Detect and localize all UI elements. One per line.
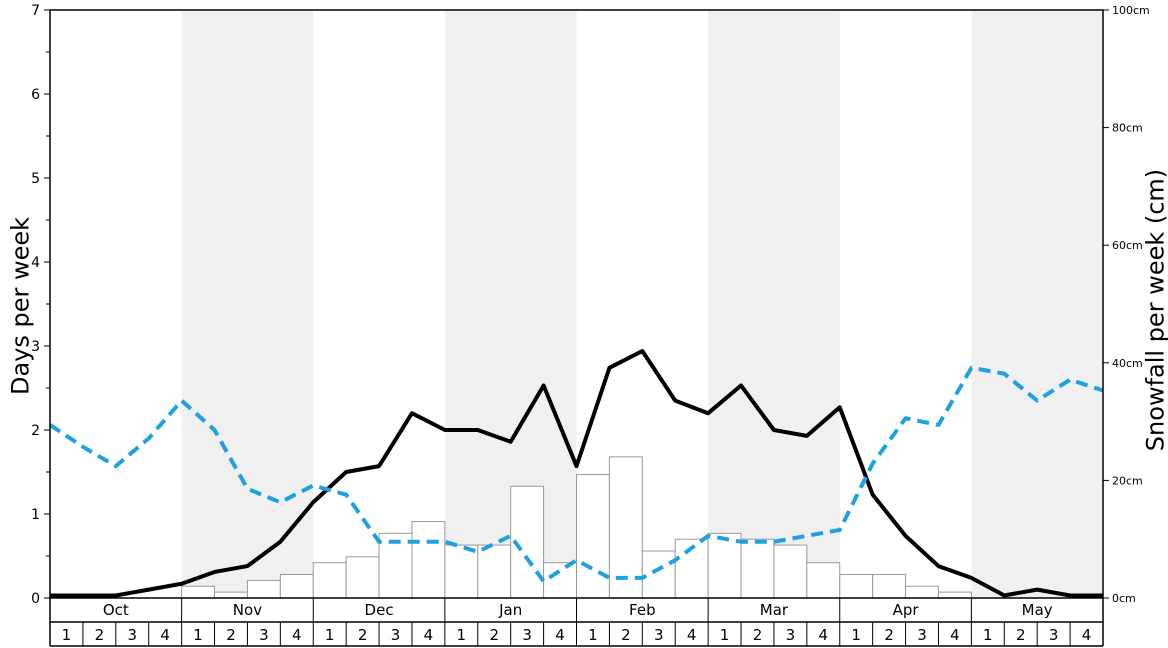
snowfall-bar	[740, 538, 775, 599]
week-label: 4	[950, 626, 960, 644]
week-label: 1	[588, 626, 598, 644]
week-label: 3	[917, 626, 927, 644]
snowfall-bar	[444, 544, 479, 599]
month-label: Oct	[103, 601, 129, 619]
month-label: Nov	[233, 601, 262, 619]
week-label: 1	[851, 626, 861, 644]
snowfall-bar	[279, 573, 314, 599]
week-label: 1	[193, 626, 203, 644]
snowfall-bar	[181, 585, 216, 599]
week-label: 1	[457, 626, 467, 644]
right-axis-title: Snowfall per week (cm)	[1141, 169, 1168, 451]
week-label: 2	[1016, 626, 1026, 644]
left-tick-label: 2	[31, 423, 40, 439]
snowfall-bar	[905, 585, 939, 599]
week-label: 4	[687, 626, 697, 644]
dashed-day-line	[48, 365, 1104, 584]
left-tick-label: 7	[31, 3, 40, 19]
week-label: 1	[325, 626, 335, 644]
snowfall-bar	[937, 591, 972, 599]
right-tick-label: 20cm	[1112, 474, 1143, 487]
day-lines	[48, 349, 1104, 598]
left-tick-label: 5	[31, 171, 40, 187]
left-tick-label: 4	[31, 255, 40, 271]
week-label: 4	[555, 626, 565, 644]
snowfall-bar	[543, 562, 577, 599]
snowfall-bar	[477, 544, 512, 599]
snowfall-bar	[839, 573, 874, 599]
week-label: 4	[292, 626, 302, 644]
week-label: 3	[259, 626, 269, 644]
month-shading-bands	[181, 10, 1103, 598]
week-label: 3	[786, 626, 796, 644]
month-label: Mar	[760, 601, 789, 619]
week-label: 2	[226, 626, 236, 644]
week-label: 4	[1082, 626, 1092, 644]
left-tick-label: 3	[31, 339, 40, 355]
snowfall-bar	[576, 474, 610, 599]
week-label: 2	[753, 626, 763, 644]
month-band-may	[971, 10, 1103, 598]
right-tick-label: 0cm	[1112, 592, 1136, 605]
snowfall-bar	[806, 562, 841, 599]
snowfall-bar	[641, 550, 676, 599]
snowfall-bar	[345, 556, 380, 599]
left-axis-ticks: 0 1 2 3 4 5 6 7	[31, 3, 50, 607]
snowfall-bar	[608, 456, 643, 599]
snowfall-bar	[707, 532, 742, 599]
week-label: 4	[424, 626, 434, 644]
snowfall-bar	[378, 532, 413, 599]
right-tick-label: 80cm	[1112, 122, 1143, 135]
week-label: 3	[654, 626, 664, 644]
month-label: Jan	[498, 601, 522, 619]
week-label: 3	[522, 626, 532, 644]
left-tick-label: 0	[31, 591, 40, 607]
month-band-nov	[181, 10, 314, 598]
snowfall-bars	[181, 456, 972, 599]
left-axis-title: Days per week	[6, 217, 34, 395]
week-label: 3	[1049, 626, 1059, 644]
right-axis-ticks: 0cm 20cm 40cm 60cm 80cm 100cm	[1103, 4, 1150, 605]
month-label: Apr	[893, 601, 920, 619]
snowfall-bar	[872, 573, 907, 599]
week-label: 2	[95, 626, 105, 644]
snowfall-bar	[510, 485, 545, 599]
week-label: 4	[819, 626, 829, 644]
week-label: 3	[127, 626, 137, 644]
week-label: 1	[720, 626, 730, 644]
week-label: 3	[391, 626, 401, 644]
solid-day-line	[50, 349, 1103, 598]
week-label: 2	[621, 626, 631, 644]
week-label: 2	[358, 626, 368, 644]
week-label: 2	[884, 626, 894, 644]
week-label: 1	[983, 626, 993, 644]
right-tick-label: 60cm	[1112, 239, 1143, 252]
month-label: Feb	[629, 601, 656, 619]
week-label: 1	[62, 626, 72, 644]
snowfall-bar	[214, 591, 248, 599]
snowfall-bar	[312, 562, 347, 599]
left-tick-label: 6	[31, 87, 40, 103]
month-label: May	[1022, 601, 1053, 619]
left-tick-label: 1	[31, 507, 40, 523]
month-band-mar	[708, 10, 840, 598]
week-label: 4	[160, 626, 170, 644]
right-tick-label: 100cm	[1112, 4, 1150, 17]
snowfall-bar	[411, 521, 446, 599]
x-axis-labels: Oct 1 2 3 4 Nov 1 2 3 4 Dec 1 2 3 4 Jan 1 2 3 4 Feb 1 2 3 4 Mar 1 2…	[49, 598, 1104, 647]
snowfall-bar	[773, 544, 808, 599]
right-tick-label: 40cm	[1112, 357, 1143, 370]
week-label: 2	[489, 626, 499, 644]
snowfall-bar	[246, 579, 281, 599]
month-label: Dec	[365, 601, 394, 619]
